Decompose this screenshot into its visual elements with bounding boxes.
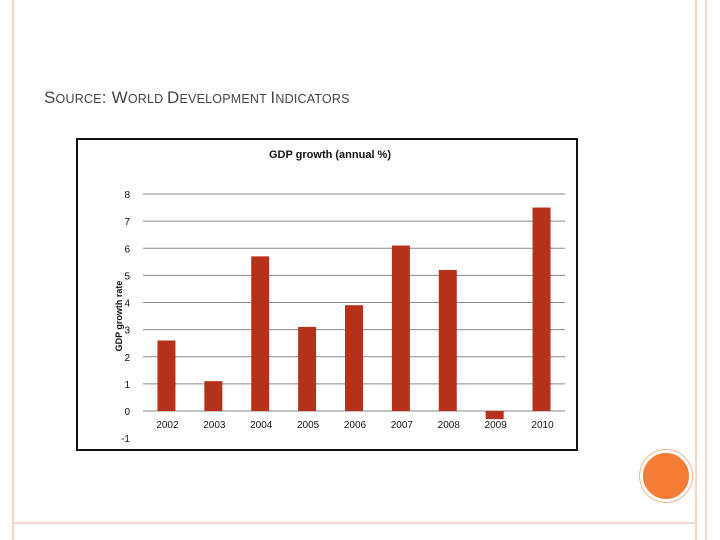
- slide-frame-left: [0, 0, 14, 540]
- heading-part: S: [44, 88, 56, 107]
- bar-2004: [251, 256, 270, 411]
- y-tick-label: 4: [124, 299, 130, 310]
- bar-2009: [485, 411, 504, 420]
- bar-2005: [298, 326, 317, 411]
- chart-container: GDP growth (annual %) GDP growth rate 8 7…: [76, 138, 578, 451]
- decorative-circle-icon: [640, 450, 692, 502]
- y-tick-label: 2: [124, 353, 130, 364]
- y-tick-label: 5: [124, 271, 130, 282]
- y-tick-label: 3: [124, 326, 130, 337]
- heading-part: W: [111, 88, 128, 107]
- x-tick-label: 2010: [531, 420, 554, 431]
- heading-part: OURCE: [55, 92, 102, 106]
- bar-2006: [345, 305, 363, 411]
- slide-frame-bottom: [14, 522, 695, 524]
- x-tick-label: 2006: [344, 420, 367, 431]
- x-tick-label: 2009: [485, 420, 508, 431]
- y-tick-label: 7: [124, 217, 130, 228]
- bar-2007: [391, 245, 410, 411]
- y-tick-label: 8: [124, 190, 130, 201]
- slide-frame-right: [695, 0, 707, 540]
- x-tick-label: 2008: [438, 420, 461, 431]
- x-tick-label: 2004: [250, 420, 273, 431]
- y-axis-label: GDP growth rate: [114, 281, 124, 352]
- bar-2002: [157, 340, 176, 411]
- x-tick-label: 2005: [297, 420, 320, 431]
- y-tick-label: 0: [124, 407, 130, 418]
- bar-2008: [438, 269, 457, 411]
- heading-part: :: [101, 88, 112, 107]
- gdp-growth-chart: GDP growth (annual %) GDP growth rate 8 7…: [114, 149, 565, 445]
- x-tick-label: 2007: [391, 420, 414, 431]
- y-tick-label: 1: [124, 380, 130, 391]
- bar-2003: [204, 381, 223, 411]
- heading-part: NDICATORS: [275, 92, 350, 106]
- x-tick-label: 2003: [203, 420, 226, 431]
- heading-part: EVELOPMENT: [179, 92, 267, 106]
- bar-2010: [532, 207, 551, 411]
- heading-part: D: [167, 88, 180, 107]
- heading-part: I: [270, 88, 276, 107]
- y-tick-label: -1: [121, 434, 130, 445]
- y-tick-label: 6: [124, 244, 130, 255]
- heading-part: ORLD: [127, 92, 164, 106]
- chart-title: GDP growth (annual %): [269, 149, 391, 161]
- x-tick-label: 2002: [156, 420, 179, 431]
- slide-heading: SOURCE: WORLD DEVELOPMENT INDICATORS: [44, 88, 350, 108]
